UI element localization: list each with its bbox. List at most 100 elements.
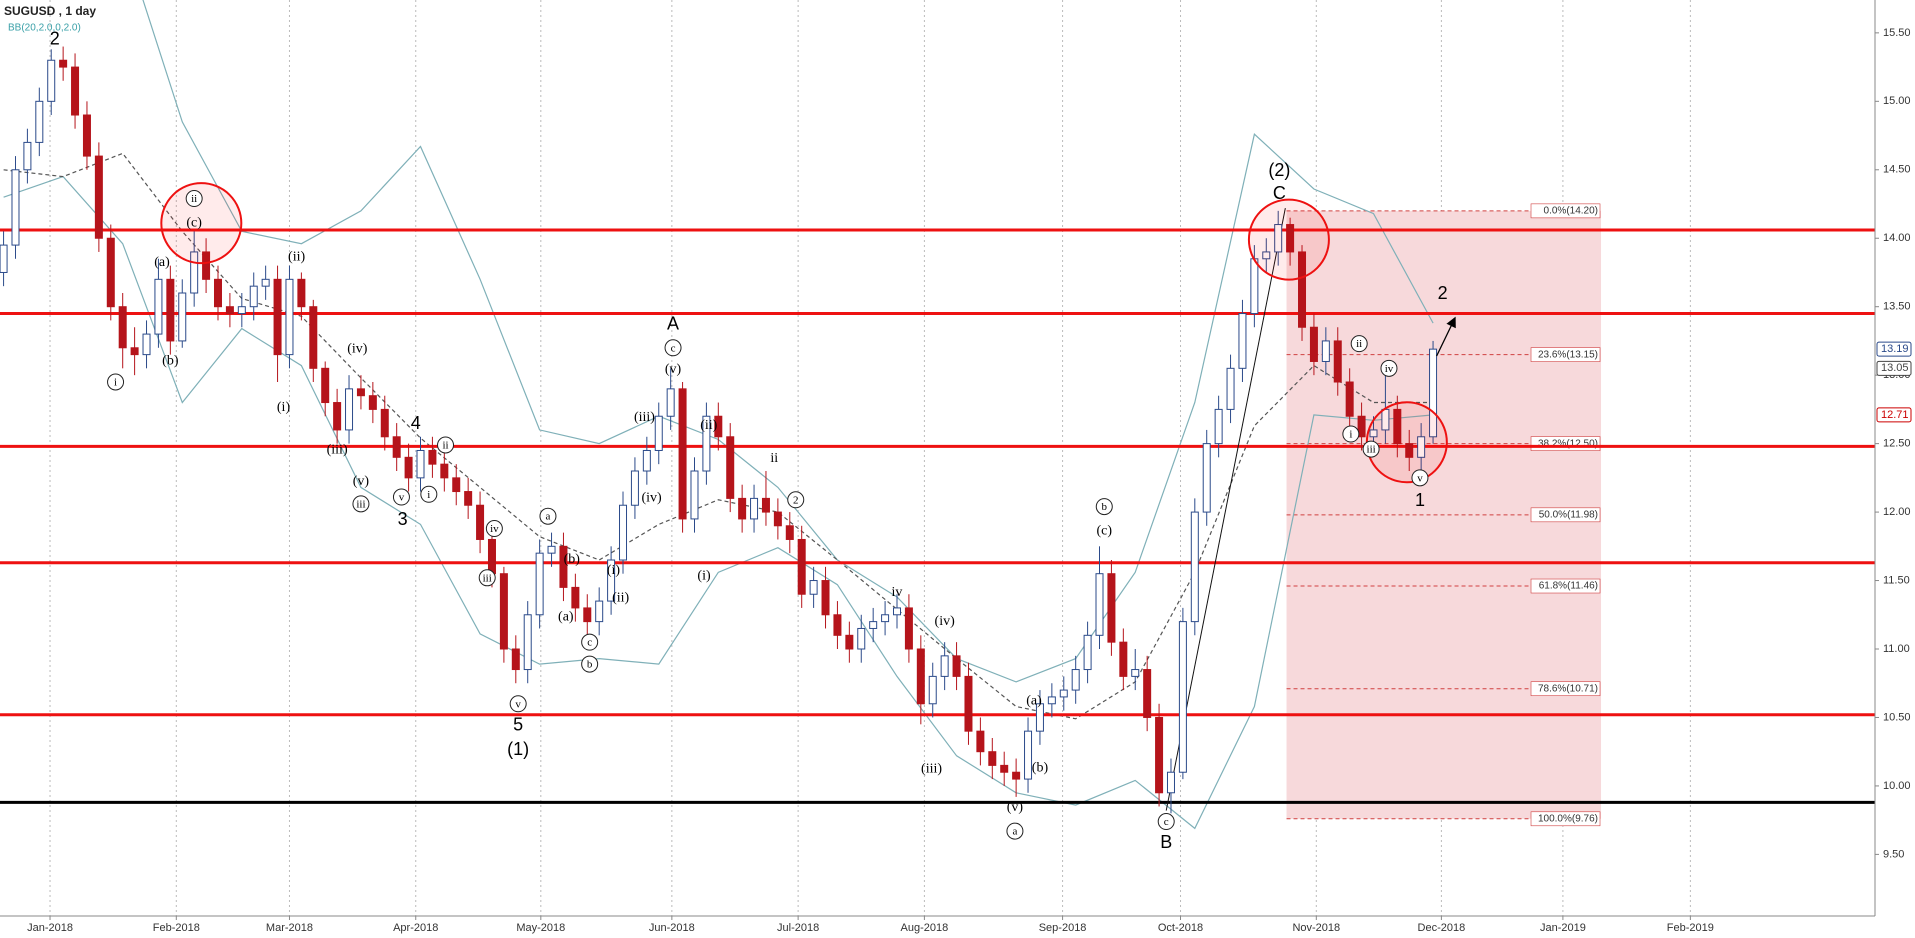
x-tick-label: Jun-2018 (649, 922, 695, 934)
candle-body (452, 477, 461, 493)
wave-label: v (399, 492, 405, 504)
candle-body (94, 155, 103, 239)
wave-label: B (1160, 832, 1172, 852)
wave-circle (539, 507, 557, 525)
candle-body (595, 600, 604, 623)
wave-label: A (667, 313, 679, 333)
y-tick-label: 15.50 (1883, 27, 1911, 39)
wave-label: 3 (398, 509, 408, 529)
candle-body (916, 648, 925, 705)
candle-body (213, 278, 222, 308)
wave-label: 5 (513, 714, 523, 734)
fib-label-box (1530, 578, 1601, 594)
candle-body (404, 456, 413, 479)
candle-body (71, 66, 80, 116)
wave-label: ii (770, 451, 778, 466)
candle-body (1298, 251, 1307, 328)
x-tick-label: Jan-2018 (27, 922, 73, 934)
wave-circle (581, 655, 599, 673)
candle-body (821, 580, 830, 616)
fib-label-box (1530, 347, 1601, 362)
wave-label: i (427, 489, 430, 501)
wave-label: c (587, 637, 592, 649)
highlight-circle (1247, 198, 1330, 281)
wave-label: iii (356, 498, 365, 510)
wave-circle (478, 569, 496, 587)
candle-body (1155, 716, 1164, 794)
candle-body (857, 627, 866, 650)
wave-label: ii (191, 193, 197, 205)
y-tick-label: 14.50 (1883, 164, 1911, 176)
wave-label: ii (1356, 338, 1362, 350)
candle-body (476, 504, 485, 540)
wave-circle (1411, 469, 1429, 487)
wave-circle (352, 495, 370, 513)
candle-body (142, 333, 151, 356)
candle-body (654, 415, 663, 451)
candle-body (1024, 730, 1033, 780)
candle-body (380, 408, 389, 438)
wave-label: (ii) (288, 250, 305, 265)
candle-body (607, 559, 616, 602)
candle-body (82, 114, 91, 157)
candle-body (952, 655, 961, 677)
wave-label: ii (442, 440, 448, 452)
wave-label: c (1164, 816, 1169, 828)
candle-body (809, 580, 818, 595)
wave-label: (2) (1268, 160, 1290, 180)
candle-body (285, 278, 294, 356)
wave-label: (a) (558, 610, 574, 625)
candle-body (1095, 573, 1104, 636)
wave-label: (a) (1026, 693, 1042, 708)
x-tick-label: Oct-2018 (1158, 922, 1203, 934)
wave-circle (1380, 359, 1398, 377)
price-mark-box (1876, 341, 1912, 357)
x-tick-label: Sep-2018 (1039, 922, 1087, 934)
price-mark: 12.71 (1881, 409, 1909, 421)
candle-body (761, 497, 770, 513)
candle-body (797, 538, 806, 595)
wave-label: iv (1385, 363, 1394, 375)
candle-body (464, 491, 473, 506)
wave-label: iv (490, 523, 499, 535)
wave-label: (v) (353, 474, 370, 489)
wave-label: 1 (1415, 490, 1425, 510)
candle-body (1059, 689, 1068, 698)
candle-body (988, 751, 997, 766)
candle-body (1405, 443, 1414, 458)
wave-circle (485, 520, 503, 538)
candle-body (321, 367, 330, 404)
wave-circle (185, 190, 203, 208)
wave-label: (i) (277, 400, 291, 415)
candle-body (440, 463, 449, 479)
candle-body (249, 285, 258, 308)
candle-body (678, 388, 687, 520)
candle-body (1214, 408, 1223, 445)
y-tick-label: 14.00 (1883, 232, 1911, 244)
candle-body (702, 415, 711, 472)
wave-circle (437, 436, 455, 454)
wave-label: (v) (1007, 800, 1024, 815)
candle-body (904, 607, 913, 650)
candle-body (1417, 436, 1426, 458)
candle-body (583, 607, 592, 623)
x-tick-label: Feb-2018 (153, 922, 200, 934)
wave-label: v (1417, 472, 1423, 484)
candle-body (642, 449, 651, 472)
candle-body (869, 621, 878, 629)
fib-label: 0.0%(14.20) (1544, 205, 1598, 216)
candle-body (726, 436, 735, 499)
x-tick-label: Jan-2019 (1540, 922, 1586, 934)
candle-body (1083, 634, 1092, 671)
wave-circle (392, 488, 410, 506)
highlight-circle (160, 182, 243, 265)
highlight-circle (1365, 401, 1448, 484)
candle-body (1000, 764, 1009, 773)
wave-label: (iv) (347, 341, 368, 356)
candle-body (619, 504, 628, 561)
wave-label: (c) (1096, 523, 1112, 538)
candle-body (11, 169, 20, 246)
wave-circle (1342, 425, 1360, 443)
